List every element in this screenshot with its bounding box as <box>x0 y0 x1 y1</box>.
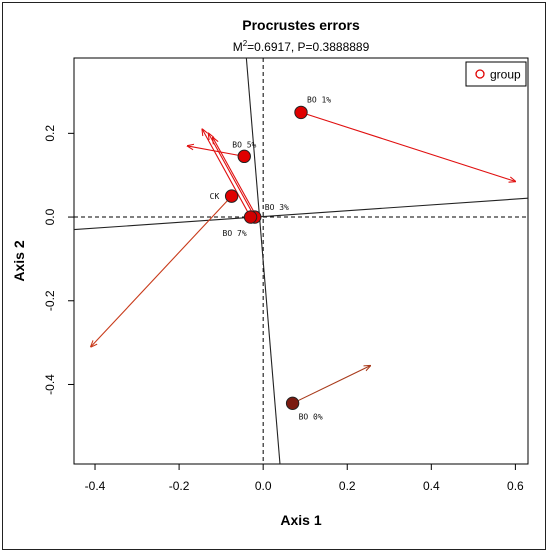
rotation-axis-line-2 <box>245 58 281 464</box>
x-tick-label: 0.0 <box>255 479 272 493</box>
point-ck <box>224 189 239 203</box>
error-arrow-4 <box>202 129 252 218</box>
point-bo-7pct <box>243 210 258 224</box>
point-label-bo-7pct: BO 7% <box>223 229 247 238</box>
y-tick-label: -0.4 <box>43 374 57 395</box>
y-tick-label: -0.2 <box>43 290 57 311</box>
chart-title: Procrustes errors <box>242 17 360 33</box>
point-label-ck: CK <box>210 192 220 201</box>
error-arrow-5 <box>209 133 256 218</box>
point-label-bo-3pct: BO 3% <box>265 203 289 212</box>
x-tick-label: -0.4 <box>85 479 106 493</box>
x-axis-label: Axis 1 <box>280 512 321 528</box>
point-bo-1pct <box>294 105 308 120</box>
y-tick-label: 0.0 <box>43 208 57 225</box>
y-axis-label: Axis 2 <box>11 240 27 281</box>
points: BO 1% BO 5% CK BO 3% BO 7% BO 0% <box>210 95 332 421</box>
arrows <box>91 111 516 404</box>
error-arrow-7 <box>292 366 371 404</box>
legend: group <box>465 61 527 87</box>
x-tick-label: 0.4 <box>423 479 440 493</box>
x-tick-label: -0.2 <box>169 479 190 493</box>
x-tick-label: 0.2 <box>339 479 356 493</box>
legend-marker <box>475 69 485 79</box>
y-axis: -0.4 -0.2 0.0 0.2 <box>43 125 74 395</box>
chart-subtitle: M2=0.6917, P=0.3888889 <box>233 39 370 54</box>
point-label-bo-5pct: BO 5% <box>232 140 256 149</box>
point-bo-0pct <box>285 396 300 411</box>
x-tick-label: 0.6 <box>507 479 524 493</box>
figure-frame <box>2 2 546 550</box>
error-arrow-1 <box>300 111 515 181</box>
y-tick-label: 0.2 <box>43 125 57 142</box>
point-label-bo-0pct: BO 0% <box>299 412 323 421</box>
error-arrow-6 <box>213 138 258 218</box>
rotation-axes <box>74 58 528 464</box>
point-bo-5pct <box>237 149 251 164</box>
error-arrow-3 <box>91 195 233 347</box>
rotation-axis-line-1 <box>74 197 528 231</box>
error-arrow-2 <box>188 146 245 157</box>
legend-label: group <box>490 68 521 82</box>
point-label-bo-1pct: BO 1% <box>307 95 331 104</box>
x-axis: -0.4 -0.2 0.0 0.2 0.4 0.6 <box>85 464 524 493</box>
plot-area <box>73 57 529 465</box>
